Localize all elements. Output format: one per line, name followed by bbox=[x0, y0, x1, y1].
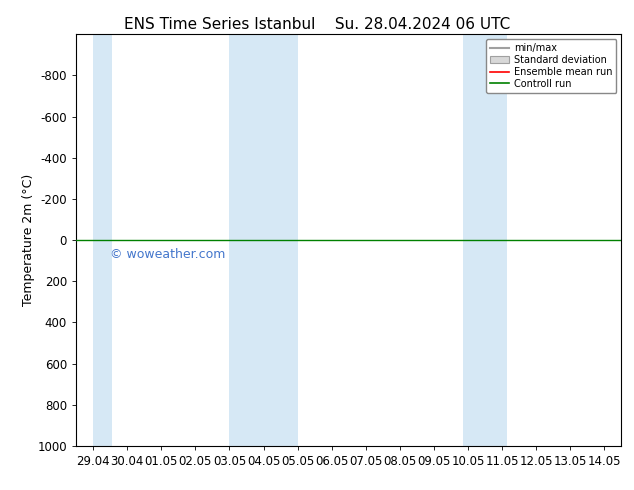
Legend: min/max, Standard deviation, Ensemble mean run, Controll run: min/max, Standard deviation, Ensemble me… bbox=[486, 39, 616, 93]
Bar bbox=[230, 34, 297, 446]
Bar bbox=[463, 34, 507, 446]
Text: © woweather.com: © woweather.com bbox=[110, 248, 226, 261]
Text: ENS Time Series Istanbul    Su. 28.04.2024 06 UTC: ENS Time Series Istanbul Su. 28.04.2024 … bbox=[124, 17, 510, 32]
Bar bbox=[93, 34, 112, 446]
Y-axis label: Temperature 2m (°C): Temperature 2m (°C) bbox=[22, 174, 35, 306]
